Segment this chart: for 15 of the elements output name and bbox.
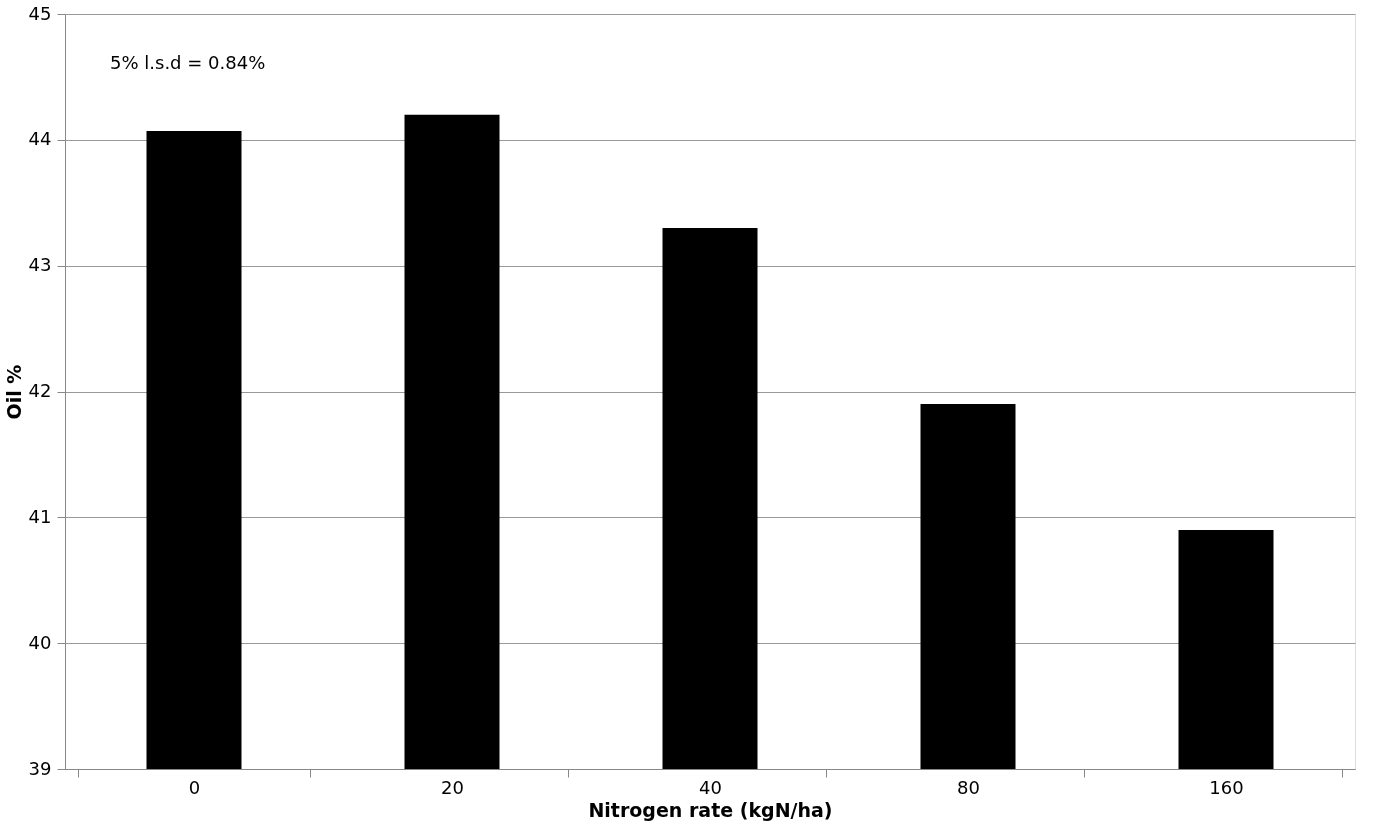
y-tick-label: 39 — [28, 757, 52, 779]
x-tick-label: 40 — [699, 776, 722, 798]
x-axis-title: Nitrogen rate (kgN/ha) — [588, 798, 833, 821]
y-tick-label: 44 — [28, 128, 52, 150]
y-axis-title: Oil % — [2, 364, 25, 420]
x-tick-label: 80 — [957, 776, 980, 798]
y-tick-label: 41 — [28, 505, 52, 527]
y-tick-label: 42 — [28, 380, 52, 401]
x-tick-label: 20 — [441, 776, 464, 798]
x-tick-label: 0 — [188, 776, 201, 798]
y-tick-label: 45 — [28, 2, 52, 24]
x-tick-label: 160 — [1209, 776, 1244, 798]
annotation: 5% l.s.d = 0.84% — [110, 52, 266, 73]
y-tick-label: 43 — [28, 254, 52, 276]
y-tick-label: 40 — [28, 631, 52, 653]
